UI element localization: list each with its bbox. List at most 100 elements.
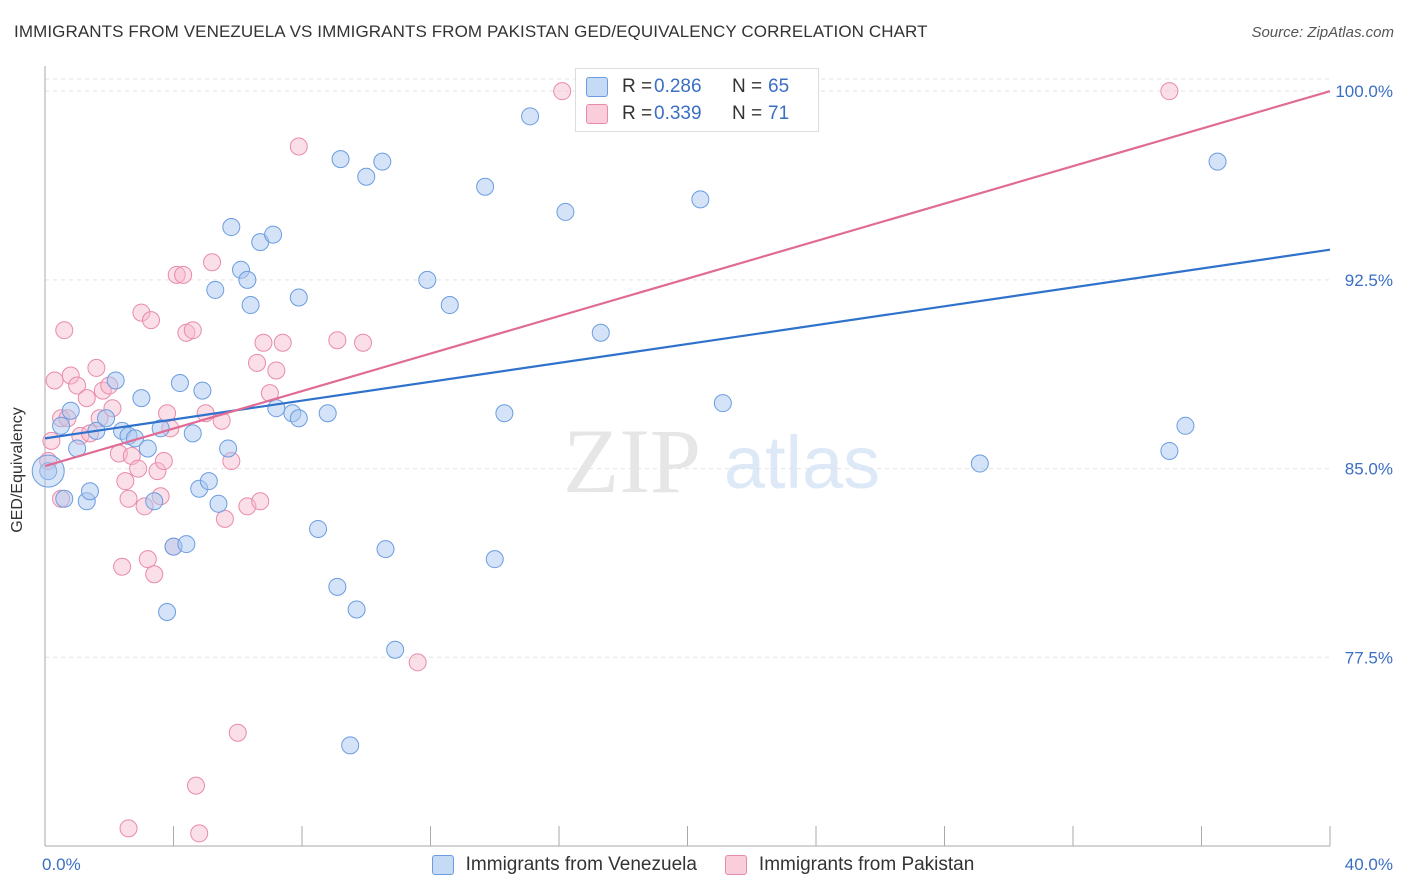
venezuela-point bbox=[556, 202, 575, 221]
pakistan-point bbox=[354, 333, 373, 352]
pakistan-point bbox=[158, 404, 177, 423]
r-label: R = bbox=[622, 103, 653, 124]
venezuela-point bbox=[209, 494, 228, 513]
venezuela-point bbox=[440, 296, 459, 315]
venezuela-point bbox=[241, 296, 260, 315]
pakistan-point bbox=[77, 389, 96, 408]
pakistan-point bbox=[142, 311, 161, 330]
pakistan-point bbox=[174, 265, 193, 284]
pakistan-point bbox=[186, 776, 205, 795]
pakistan-point bbox=[553, 82, 572, 101]
axes bbox=[44, 66, 1331, 847]
pakistan-point bbox=[203, 253, 222, 272]
venezuela-point bbox=[970, 454, 989, 473]
venezuela-point bbox=[170, 374, 189, 393]
legend-item-pakistan[interactable]: Immigrants from Pakistan bbox=[724, 854, 975, 876]
trend-lines bbox=[44, 90, 1331, 468]
watermark-zip: ZIP bbox=[563, 410, 701, 512]
pakistan-point bbox=[129, 459, 148, 478]
venezuela-point bbox=[183, 424, 202, 443]
venezuela-point bbox=[97, 409, 116, 428]
venezuela-point bbox=[138, 439, 157, 458]
venezuela-point bbox=[521, 107, 540, 126]
pakistan-point bbox=[215, 509, 234, 528]
n-label: N = bbox=[732, 103, 763, 124]
venezuela-point bbox=[373, 152, 392, 171]
venezuela-point bbox=[1160, 441, 1179, 460]
venezuela-point-large bbox=[31, 454, 65, 488]
pakistan-point bbox=[248, 353, 267, 372]
venezuela-point bbox=[376, 540, 395, 559]
venezuela-point bbox=[495, 404, 514, 423]
venezuela-point bbox=[485, 550, 504, 569]
venezuela-point bbox=[61, 401, 80, 420]
venezuela-point bbox=[1176, 416, 1195, 435]
pakistan-point bbox=[190, 824, 209, 843]
pakistan-point bbox=[183, 321, 202, 340]
x-tick-label: 0.0% bbox=[42, 855, 81, 874]
venezuela-point bbox=[328, 577, 347, 596]
n-value: 65 bbox=[768, 76, 790, 97]
pakistan-point bbox=[289, 137, 308, 156]
pakistan-point bbox=[113, 557, 132, 576]
venezuela-point bbox=[222, 218, 241, 237]
venezuela-point bbox=[158, 603, 177, 621]
venezuela-point bbox=[357, 167, 376, 186]
venezuela-point bbox=[199, 472, 218, 491]
venezuela-point bbox=[145, 492, 164, 511]
stats-row-venezuela: R = 0.286 N = 65 bbox=[586, 75, 789, 99]
legend-label-pakistan: Immigrants from Pakistan bbox=[758, 854, 975, 875]
venezuela-point bbox=[267, 399, 286, 418]
pakistan-swatch bbox=[724, 855, 747, 875]
pakistan-point bbox=[87, 358, 106, 377]
pakistan-point bbox=[55, 321, 74, 340]
venezuela-point bbox=[591, 323, 610, 342]
venezuela-point bbox=[80, 482, 99, 501]
venezuela-point bbox=[309, 519, 328, 538]
pakistan-swatch bbox=[586, 104, 608, 124]
r-label: R = bbox=[622, 76, 653, 97]
pakistan-point bbox=[267, 361, 286, 380]
venezuela-trend-line bbox=[44, 248, 1331, 440]
legend: Immigrants from Venezuela Immigrants fro… bbox=[0, 852, 1406, 878]
venezuela-point bbox=[238, 270, 257, 289]
venezuela-points bbox=[31, 82, 1227, 755]
legend-item-venezuela[interactable]: Immigrants from Venezuela bbox=[431, 854, 697, 876]
venezuela-point bbox=[386, 640, 405, 659]
pakistan-point bbox=[1160, 82, 1179, 101]
pakistan-point bbox=[408, 653, 427, 672]
venezuela-point bbox=[193, 381, 212, 400]
pakistan-point bbox=[116, 472, 135, 491]
venezuela-point bbox=[264, 225, 283, 244]
pakistan-point bbox=[273, 333, 292, 352]
venezuela-point bbox=[39, 462, 58, 481]
venezuela-point bbox=[289, 409, 308, 428]
venezuela-point bbox=[318, 404, 337, 423]
chart-title: IMMIGRANTS FROM VENEZUELA VS IMMIGRANTS … bbox=[14, 22, 928, 41]
venezuela-swatch bbox=[431, 855, 454, 875]
r-value: 0.286 bbox=[654, 76, 702, 97]
pakistan-point bbox=[45, 371, 64, 390]
venezuela-point bbox=[713, 394, 732, 413]
gridlines bbox=[45, 78, 1330, 658]
n-label: N = bbox=[732, 76, 763, 97]
stats-box: R = 0.286 N = 65 R = 0.339 N = 71 bbox=[575, 68, 819, 132]
venezuela-point bbox=[55, 489, 74, 508]
pakistan-trend-line bbox=[44, 90, 1331, 468]
source-label: Source: ZipAtlas.com bbox=[1251, 24, 1394, 41]
pakistan-point bbox=[138, 550, 157, 569]
pakistan-point bbox=[119, 819, 138, 838]
pakistan-point bbox=[119, 489, 138, 508]
y-tick-label: 100.0% bbox=[1335, 82, 1393, 101]
venezuela-point bbox=[1208, 152, 1227, 171]
pakistan-point bbox=[132, 303, 151, 322]
stats-row-pakistan: R = 0.339 N = 71 bbox=[586, 102, 789, 126]
pakistan-point bbox=[42, 431, 61, 450]
pakistan-point bbox=[328, 331, 347, 350]
pakistan-point bbox=[254, 333, 273, 352]
y-tick-label: 92.5% bbox=[1345, 271, 1393, 290]
venezuela-point bbox=[132, 389, 151, 408]
r-value: 0.339 bbox=[654, 103, 702, 124]
pakistan-point bbox=[68, 376, 87, 395]
venezuela-point bbox=[289, 288, 308, 307]
